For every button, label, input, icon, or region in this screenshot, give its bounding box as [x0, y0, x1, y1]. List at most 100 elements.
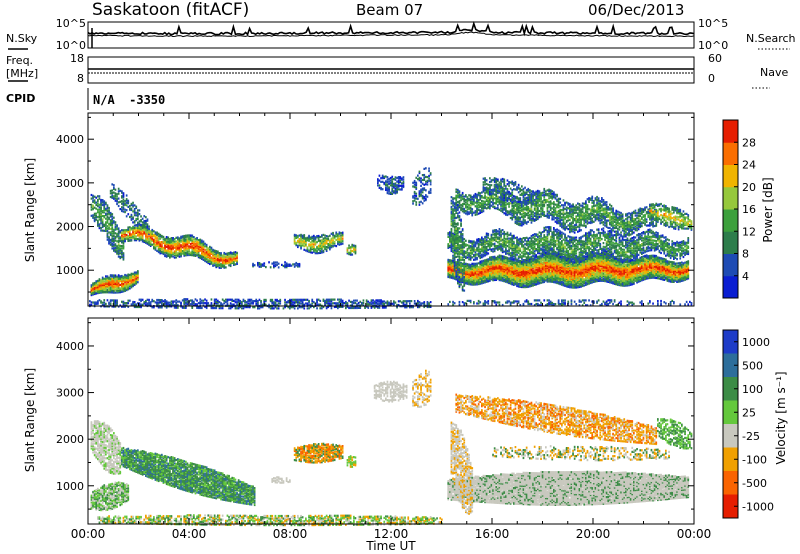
- data-cell: [129, 207, 131, 210]
- data-cell: [143, 239, 146, 242]
- data-cell: [311, 245, 314, 248]
- data-cell: [329, 234, 331, 237]
- data-cell: [148, 301, 150, 304]
- data-cell: [177, 300, 179, 303]
- data-cell: [498, 200, 501, 203]
- data-cell: [98, 285, 101, 288]
- data-cell: [111, 289, 114, 292]
- data-cell: [420, 179, 422, 183]
- data-cell: [121, 238, 123, 242]
- data-cell: [295, 241, 298, 244]
- data-cell: [124, 238, 126, 242]
- data-cell: [133, 211, 136, 214]
- data-cell: [306, 302, 309, 305]
- data-cell: [130, 218, 133, 221]
- data-cell: [101, 284, 104, 287]
- data-cell: [205, 254, 208, 257]
- data-cell: [420, 184, 422, 187]
- data-cell: [325, 305, 328, 309]
- data-cell: [236, 262, 238, 265]
- data-cell: [250, 302, 253, 305]
- data-cell: [93, 286, 96, 289]
- data-cell: [474, 210, 477, 213]
- data-cell: [498, 265, 501, 268]
- data-cell: [506, 269, 509, 272]
- data-cell: [479, 211, 482, 214]
- data-cell: [471, 240, 474, 243]
- data-cell: [117, 305, 120, 308]
- data-cell: [148, 225, 150, 228]
- data-cell: [117, 249, 120, 252]
- data-cell: [193, 244, 195, 247]
- data-cell: [146, 298, 149, 301]
- data-cell: [487, 277, 490, 280]
- data-cell: [477, 242, 480, 246]
- data-cell: [490, 261, 493, 264]
- data-cell: [154, 240, 157, 243]
- data-cell: [90, 294, 93, 297]
- data-cell: [132, 204, 134, 207]
- data-cell: [153, 242, 155, 245]
- data-cell: [479, 301, 482, 304]
- data-cell: [316, 247, 318, 250]
- data-cell: [489, 270, 491, 273]
- data-cell: [500, 198, 502, 201]
- data-cell: [125, 236, 128, 239]
- data-cell: [449, 275, 451, 278]
- data-cell: [170, 251, 173, 254]
- data-cell: [497, 264, 499, 267]
- data-cell: [236, 251, 238, 254]
- data-cell: [114, 226, 117, 229]
- data-cell: [201, 241, 203, 245]
- data-cell: [493, 274, 496, 277]
- data-cell: [116, 247, 118, 250]
- data-cell: [505, 195, 507, 198]
- data-cell: [133, 234, 136, 237]
- data-cell: [143, 301, 146, 304]
- data-cell: [503, 276, 506, 279]
- data-cell: [124, 203, 126, 206]
- data-cell: [450, 224, 453, 227]
- data-cell: [215, 298, 218, 301]
- data-cell: [157, 251, 160, 254]
- data-cell: [293, 302, 296, 305]
- data-cell: [481, 254, 483, 258]
- data-cell: [497, 198, 499, 201]
- data-cell: [476, 275, 478, 279]
- data-cell: [133, 275, 136, 278]
- data-cell: [233, 258, 235, 262]
- data-cell: [393, 191, 395, 194]
- data-cell: [481, 280, 483, 284]
- data-cell: [121, 300, 123, 303]
- data-cell: [461, 205, 464, 208]
- data-cell: [97, 220, 99, 224]
- data-cell: [482, 281, 485, 284]
- data-cell: [481, 241, 483, 244]
- data-cell: [210, 303, 213, 306]
- nave-tick-bottom: 0: [708, 72, 715, 85]
- data-cell: [117, 279, 120, 282]
- data-cell: [452, 213, 454, 216]
- data-cell: [228, 261, 230, 264]
- data-cell: [449, 262, 451, 265]
- data-cell: [93, 195, 96, 198]
- data-cell: [145, 235, 147, 238]
- data-cell: [484, 260, 486, 263]
- data-cell: [197, 239, 200, 242]
- data-cell: [108, 280, 110, 283]
- data-cell: [135, 271, 138, 274]
- data-cell: [234, 298, 237, 301]
- freq-tick-bottom: 8: [77, 72, 84, 85]
- data-cell: [503, 259, 506, 262]
- data-cell: [98, 218, 101, 221]
- data-cell: [348, 251, 350, 254]
- data-cell: [122, 303, 125, 306]
- data-cell: [97, 281, 99, 284]
- data-cell: [481, 204, 483, 207]
- data-cell: [465, 274, 467, 278]
- data-cell: [132, 302, 134, 305]
- data-cell: [511, 196, 514, 199]
- data-cell: [229, 307, 232, 310]
- data-cell: [121, 287, 123, 290]
- data-cell: [297, 300, 299, 303]
